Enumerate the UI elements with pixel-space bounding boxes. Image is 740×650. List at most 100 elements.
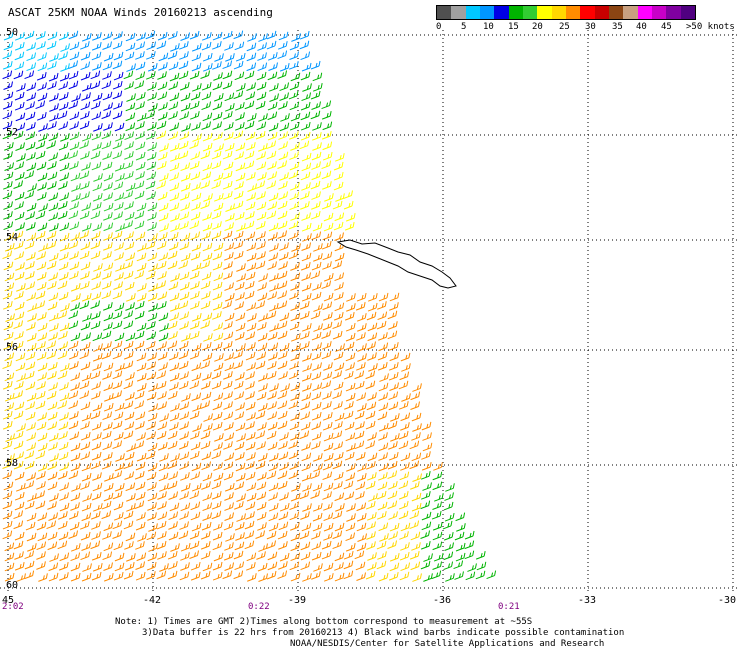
wind-barb: [169, 312, 180, 322]
wind-barb: [256, 201, 267, 211]
wind-barb: [113, 411, 124, 421]
wind-barb: [256, 491, 267, 501]
wind-barb: [190, 571, 201, 581]
wind-barb: [256, 551, 266, 560]
wind-barb: [344, 421, 355, 431]
wind-barb: [235, 292, 245, 301]
wind-barb: [268, 303, 279, 312]
wind-barb: [38, 243, 48, 252]
wind-barb: [36, 281, 47, 291]
wind-barb: [58, 141, 69, 151]
wind-barb: [58, 101, 69, 111]
wind-barb: [211, 380, 222, 390]
wind-barb: [236, 433, 246, 442]
wind-barb: [279, 122, 290, 132]
wind-barb: [69, 161, 79, 170]
wind-barb: [103, 232, 113, 241]
wind-barb: [343, 370, 354, 380]
wind-barb: [49, 113, 59, 122]
wind-barb: [90, 100, 101, 110]
wind-barb: [90, 210, 101, 220]
wind-barb: [103, 362, 114, 372]
wind-barb: [334, 412, 345, 422]
wind-barb: [212, 311, 222, 320]
wind-barb: [59, 72, 70, 82]
wind-barb: [202, 372, 212, 381]
wind-barb: [189, 30, 200, 40]
wind-barb: [398, 510, 409, 520]
wind-barb: [398, 440, 409, 450]
wind-barb: [157, 232, 168, 241]
wind-barb: [156, 540, 167, 550]
wind-barb: [245, 331, 256, 341]
wind-barb: [145, 180, 156, 190]
wind-barb: [256, 481, 267, 491]
wind-barb: [123, 460, 134, 470]
wind-barb: [224, 492, 234, 501]
wind-barb: [321, 240, 332, 250]
wind-barb: [114, 192, 125, 202]
wind-barb: [267, 291, 278, 301]
legend-swatch: [551, 6, 566, 19]
wind-barb: [58, 431, 68, 440]
wind-barb: [135, 491, 146, 501]
wind-barb: [222, 80, 233, 90]
wind-barb: [421, 491, 431, 500]
wind-barb: [266, 310, 277, 320]
wind-barb: [267, 401, 277, 410]
wind-barb: [80, 431, 91, 441]
wind-barb: [115, 263, 125, 272]
wind-barb: [311, 161, 321, 170]
wind-barb: [301, 242, 312, 251]
wind-barb: [147, 442, 158, 452]
wind-barb: [189, 410, 200, 420]
wind-barb: [234, 541, 245, 551]
wind-barb: [170, 303, 180, 312]
wind-barb: [3, 221, 14, 231]
wind-barb: [158, 52, 169, 62]
wind-barb: [356, 473, 367, 482]
legend-swatch: [580, 6, 595, 19]
wind-barb: [136, 432, 146, 441]
wind-barb: [156, 280, 167, 289]
wind-barb: [146, 391, 157, 401]
wind-barb: [420, 471, 431, 480]
wind-barb: [24, 170, 35, 180]
wind-barb: [269, 93, 279, 102]
wind-barb: [313, 503, 323, 512]
wind-barb: [224, 512, 235, 521]
wind-barb: [244, 160, 255, 170]
wind-barb: [236, 83, 246, 92]
wind-barb: [59, 363, 70, 372]
wind-barb: [212, 81, 223, 91]
wind-barb: [167, 440, 178, 450]
wind-barb: [57, 400, 68, 410]
wind-barb: [313, 563, 323, 572]
wind-barb: [345, 432, 356, 442]
wind-barb: [278, 261, 288, 270]
wind-barb: [58, 51, 68, 60]
wind-barb: [257, 282, 267, 291]
wind-barb: [24, 190, 35, 200]
wind-barb: [3, 481, 14, 491]
wind-barb: [378, 462, 389, 472]
wind-barb: [455, 542, 466, 552]
wind-barb: [68, 400, 79, 410]
wind-barb: [146, 191, 156, 200]
wind-barb: [465, 571, 476, 581]
wind-barb: [112, 60, 123, 70]
wind-barb: [323, 562, 334, 572]
wind-barb: [333, 421, 343, 430]
wind-barb: [346, 463, 356, 472]
wind-barb: [201, 521, 212, 531]
wind-barb: [92, 432, 102, 441]
wind-barb: [168, 131, 179, 141]
wind-barb: [189, 301, 200, 310]
wind-barb: [81, 83, 92, 92]
wind-barb: [35, 230, 46, 240]
wind-barb: [246, 113, 257, 122]
wind-barb: [321, 350, 332, 360]
wind-barb: [321, 100, 332, 110]
wind-barb: [114, 483, 125, 492]
wind-barb: [135, 51, 145, 60]
